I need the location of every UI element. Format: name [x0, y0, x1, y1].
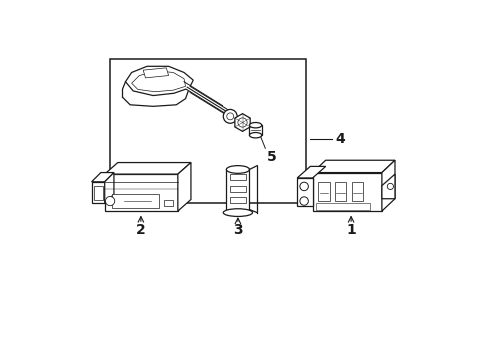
- Text: 4: 4: [335, 132, 345, 147]
- Bar: [316, 203, 369, 210]
- Polygon shape: [312, 160, 394, 172]
- Polygon shape: [104, 163, 190, 174]
- Circle shape: [223, 109, 237, 123]
- Polygon shape: [91, 182, 104, 203]
- Bar: [351, 182, 363, 201]
- Polygon shape: [143, 68, 168, 78]
- Ellipse shape: [249, 122, 261, 128]
- Text: 1: 1: [346, 222, 355, 237]
- Polygon shape: [381, 174, 394, 199]
- Bar: [230, 197, 245, 203]
- Bar: [317, 182, 329, 201]
- Polygon shape: [131, 71, 185, 92]
- Ellipse shape: [249, 132, 261, 138]
- Polygon shape: [234, 114, 250, 131]
- Bar: [226, 170, 249, 210]
- Text: 3: 3: [233, 222, 242, 237]
- Circle shape: [105, 197, 115, 206]
- Polygon shape: [297, 178, 312, 206]
- Circle shape: [386, 183, 393, 189]
- Polygon shape: [297, 166, 325, 178]
- Text: 5: 5: [266, 150, 276, 164]
- Circle shape: [238, 118, 246, 127]
- Bar: [230, 174, 245, 180]
- Circle shape: [299, 182, 308, 191]
- Polygon shape: [178, 163, 190, 211]
- Polygon shape: [104, 172, 114, 203]
- Bar: [249, 125, 261, 135]
- Polygon shape: [125, 66, 193, 95]
- Polygon shape: [381, 160, 394, 211]
- Circle shape: [226, 113, 233, 120]
- Polygon shape: [104, 174, 178, 211]
- Bar: [94, 186, 103, 199]
- Circle shape: [299, 197, 308, 205]
- Bar: [334, 182, 346, 201]
- Bar: [230, 186, 245, 192]
- Polygon shape: [312, 172, 381, 211]
- Bar: [112, 194, 158, 208]
- Ellipse shape: [223, 209, 252, 216]
- Ellipse shape: [226, 166, 249, 173]
- Polygon shape: [91, 172, 114, 182]
- Bar: [110, 59, 306, 203]
- Bar: [163, 200, 173, 206]
- Text: 2: 2: [136, 222, 145, 237]
